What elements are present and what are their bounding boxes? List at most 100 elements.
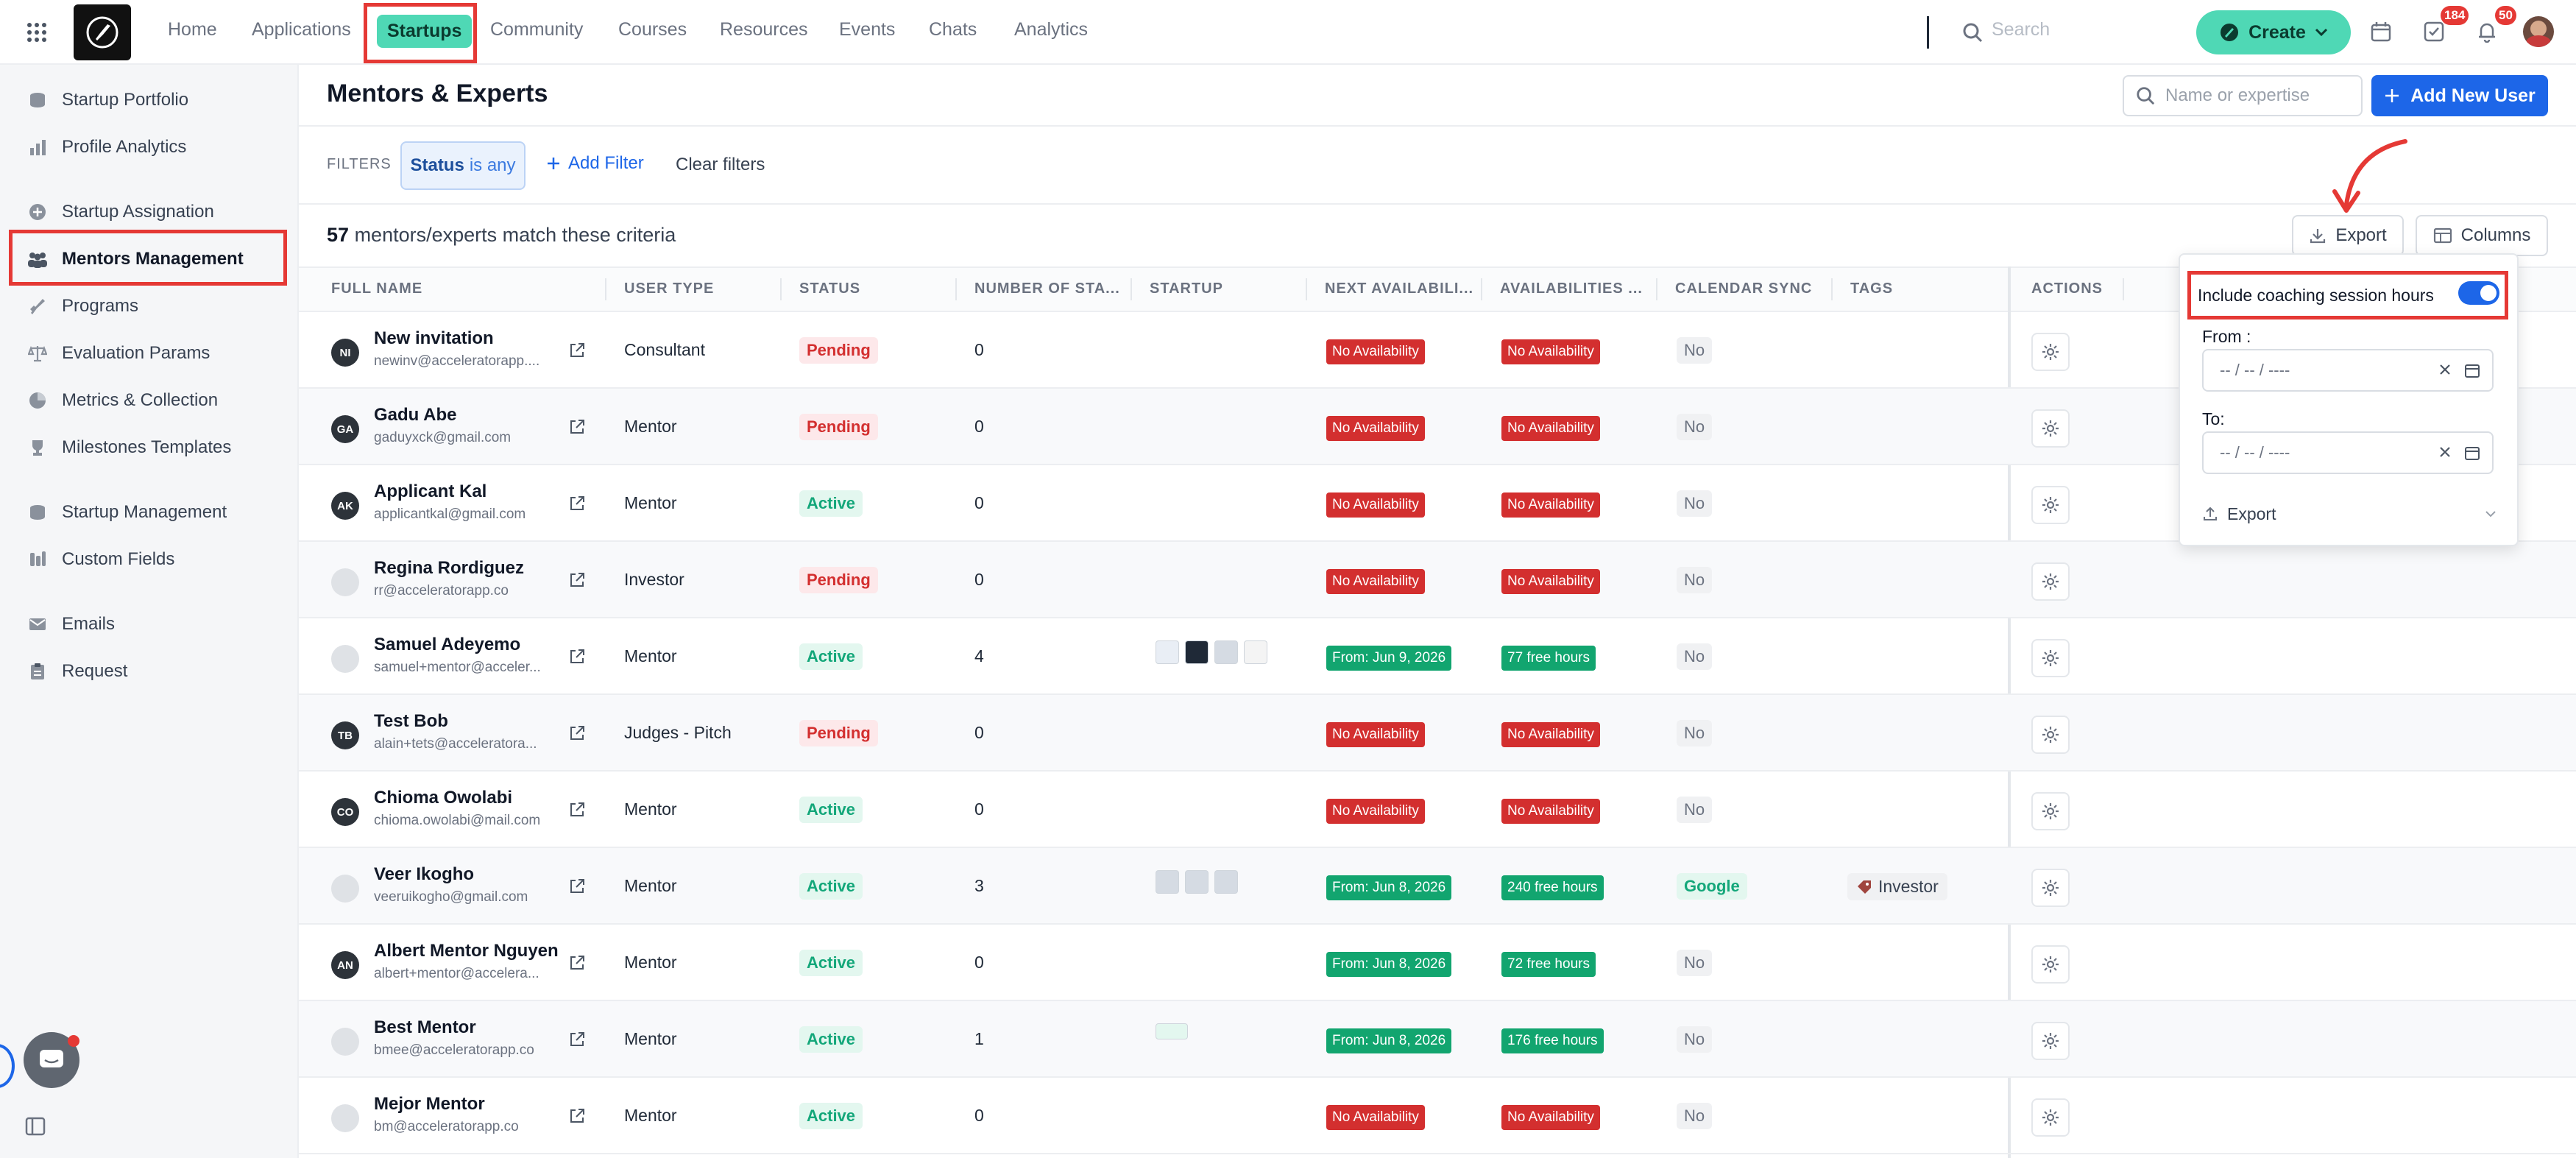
row-settings-button[interactable]: [2031, 1022, 2070, 1060]
row-settings-button[interactable]: [2031, 409, 2070, 448]
sidebar-item-custom-fields[interactable]: Custom Fields: [26, 545, 174, 574]
startup-logo-icon[interactable]: [1156, 870, 1179, 894]
external-link-icon[interactable]: [568, 954, 586, 972]
table-row[interactable]: AK Applicant Kal applicantkal@gmail.com Men…: [299, 465, 2576, 542]
nav-events[interactable]: Events: [839, 19, 896, 40]
nav-courses[interactable]: Courses: [618, 19, 687, 40]
mentor-name[interactable]: Gadu Abe: [374, 405, 457, 425]
sidebar-item-mentors-management[interactable]: Mentors Management: [26, 244, 244, 274]
clear-filters-button[interactable]: Clear filters: [676, 155, 765, 174]
sidebar-item-milestones-templates[interactable]: Milestones Templates: [26, 433, 231, 462]
table-row[interactable]: Mejor Mentor bm@acceleratorapp.co Mentor Ac…: [299, 1078, 2576, 1154]
mentor-name[interactable]: Samuel Adeyemo: [374, 635, 521, 654]
columns-button[interactable]: Columns: [2416, 215, 2548, 256]
row-settings-button[interactable]: [2031, 1098, 2070, 1137]
nav-chats[interactable]: Chats: [929, 19, 977, 40]
mentor-name[interactable]: Best Mentor: [374, 1017, 476, 1037]
popover-export-button[interactable]: Export: [2202, 499, 2497, 529]
clear-x-icon[interactable]: [2438, 445, 2452, 459]
external-link-icon[interactable]: [568, 495, 586, 512]
mentor-name[interactable]: Applicant Kal: [374, 481, 487, 501]
mentor-search-input[interactable]: Name or expertise: [2123, 75, 2363, 116]
bell-icon[interactable]: [2476, 21, 2498, 43]
startup-logos[interactable]: [1156, 1023, 1188, 1039]
coaching-hours-toggle[interactable]: [2458, 281, 2499, 305]
external-link-icon[interactable]: [568, 801, 586, 819]
row-settings-button[interactable]: [2031, 716, 2070, 754]
sidebar-item-startup-assignation[interactable]: Startup Assignation: [26, 197, 214, 227]
create-button[interactable]: Create: [2196, 10, 2351, 54]
sidebar-item-request[interactable]: Request: [26, 657, 127, 686]
col-status[interactable]: STATUS: [799, 280, 861, 297]
row-settings-button[interactable]: [2031, 639, 2070, 677]
col-tags[interactable]: TAGS: [1850, 280, 1894, 297]
tag-chip[interactable]: Investor: [1847, 873, 1947, 900]
clear-x-icon[interactable]: [2438, 362, 2452, 377]
sidebar-item-metrics-collection[interactable]: Metrics & Collection: [26, 386, 218, 415]
startup-logos[interactable]: [1156, 870, 1238, 894]
mentor-name[interactable]: Regina Rordiguez: [374, 558, 525, 578]
mentor-name[interactable]: Chioma Owolabi: [374, 788, 513, 808]
sidebar-item-evaluation-params[interactable]: Evaluation Params: [26, 339, 210, 368]
table-row[interactable]: Best Mentor bmee@acceleratorapp.co Mentor A…: [299, 1001, 2576, 1078]
status-filter-chip[interactable]: Status is any: [400, 141, 526, 190]
external-link-icon[interactable]: [568, 648, 586, 666]
collapse-sidebar-icon[interactable]: [25, 1116, 46, 1137]
mentor-name[interactable]: Test Bob: [374, 711, 448, 731]
sidebar-item-emails[interactable]: Emails: [26, 610, 115, 639]
tasks-icon[interactable]: [2423, 21, 2445, 43]
table-row[interactable]: Regina Rordiguez rr@acceleratorapp.co Inve…: [299, 542, 2576, 618]
mentor-name[interactable]: Albert Mentor Nguyen: [374, 941, 559, 961]
app-logo[interactable]: [74, 4, 131, 60]
external-link-icon[interactable]: [568, 724, 586, 742]
startup-logo-icon[interactable]: [1185, 640, 1209, 664]
external-link-icon[interactable]: [568, 571, 586, 589]
nav-home[interactable]: Home: [168, 19, 217, 40]
mentor-name[interactable]: Veer Ikogho: [374, 864, 475, 884]
apps-grid-icon[interactable]: [26, 22, 47, 43]
col-user-type[interactable]: USER TYPE: [624, 280, 715, 297]
to-date-input[interactable]: -- / -- / ----: [2202, 431, 2494, 474]
startup-logo-icon[interactable]: [1214, 640, 1238, 664]
external-link-icon[interactable]: [568, 878, 586, 895]
startup-logo-icon[interactable]: [1214, 870, 1238, 894]
external-link-icon[interactable]: [568, 1107, 586, 1125]
table-row[interactable]: CO Chioma Owolabi chioma.owolabi@mail.com M…: [299, 772, 2576, 848]
nav-applications[interactable]: Applications: [252, 19, 351, 40]
add-filter-button[interactable]: Add Filter: [546, 153, 644, 174]
startup-logo-icon[interactable]: [1185, 870, 1209, 894]
sidebar-item-startup-portfolio[interactable]: Startup Portfolio: [26, 85, 188, 115]
table-row[interactable]: TB Test Bob alain+tets@acceleratora... Judg…: [299, 695, 2576, 772]
calendar-icon[interactable]: [2464, 362, 2480, 378]
col-actions[interactable]: ACTIONS: [2031, 280, 2103, 297]
external-link-icon[interactable]: [568, 1031, 586, 1048]
sidebar-item-profile-analytics[interactable]: Profile Analytics: [26, 133, 186, 162]
startup-logos[interactable]: [1156, 640, 1267, 664]
calendar-icon[interactable]: [2464, 445, 2480, 461]
col-availabilities[interactable]: AVAILABILITIES ...: [1500, 280, 1643, 297]
nav-community[interactable]: Community: [490, 19, 584, 40]
table-row[interactable]: Samuel Adeyemo samuel+mentor@acceler... Me…: [299, 618, 2576, 695]
col-next-availability[interactable]: NEXT AVAILABILI...: [1325, 280, 1474, 297]
startup-logo-icon[interactable]: [1156, 640, 1179, 664]
table-row[interactable]: NI New invitation newinv@acceleratorapp...…: [299, 312, 2576, 389]
add-new-user-button[interactable]: Add New User: [2371, 75, 2548, 116]
col-full-name[interactable]: FULL NAME: [331, 280, 423, 297]
row-settings-button[interactable]: [2031, 945, 2070, 984]
nav-resources[interactable]: Resources: [720, 19, 808, 40]
startup-logo-icon[interactable]: [1156, 1023, 1188, 1039]
row-settings-button[interactable]: [2031, 792, 2070, 830]
row-settings-button[interactable]: [2031, 486, 2070, 524]
mentor-name[interactable]: Mejor Mentor: [374, 1094, 485, 1114]
external-link-icon[interactable]: [568, 418, 586, 436]
col-number-of-startups[interactable]: NUMBER OF STA...: [974, 280, 1120, 297]
row-settings-button[interactable]: [2031, 869, 2070, 907]
col-calendar-sync[interactable]: CALENDAR SYNC: [1675, 280, 1813, 297]
row-settings-button[interactable]: [2031, 333, 2070, 371]
sidebar-item-programs[interactable]: Programs: [26, 292, 138, 321]
export-button[interactable]: Export: [2292, 215, 2404, 256]
user-avatar[interactable]: [2523, 16, 2554, 47]
external-link-icon[interactable]: [568, 342, 586, 359]
global-search-input[interactable]: Search: [1992, 19, 2050, 40]
table-row[interactable]: Veer Ikogho veeruikogho@gmail.com Mentor Ac…: [299, 848, 2576, 925]
